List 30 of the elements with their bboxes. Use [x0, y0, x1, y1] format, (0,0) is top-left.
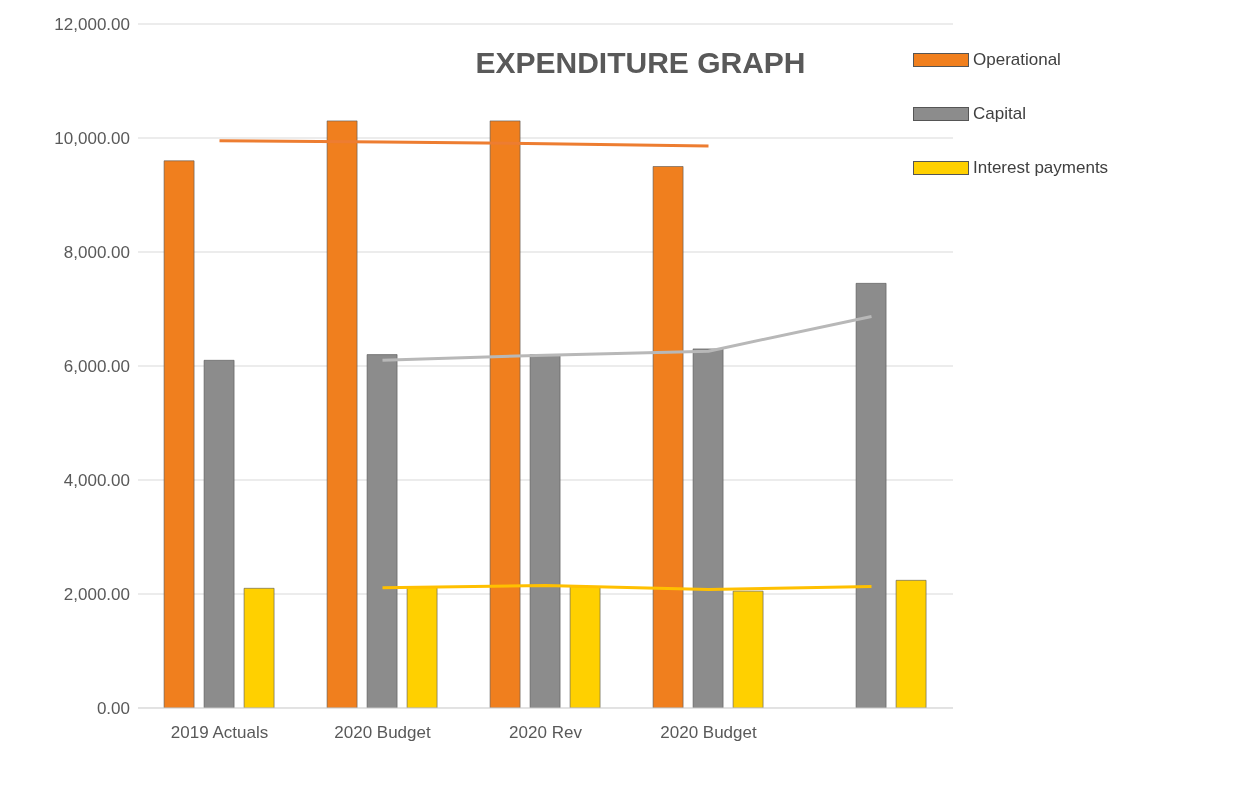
y-tick-label: 12,000.00 — [54, 15, 130, 35]
bar — [855, 283, 887, 708]
bar — [326, 120, 358, 708]
x-tick-label: 2019 Actuals — [170, 723, 269, 743]
y-tick-label: 6,000.00 — [63, 357, 130, 377]
bar — [529, 354, 561, 708]
bar — [569, 586, 601, 708]
bar — [243, 588, 275, 708]
x-tick-label: 2020 Budget — [660, 723, 757, 743]
y-tick-label: 4,000.00 — [63, 471, 130, 491]
bar — [366, 354, 398, 708]
legend-label: Capital — [973, 104, 1026, 124]
y-tick-label: 2,000.00 — [63, 585, 130, 605]
bar — [203, 360, 235, 708]
text: EXPENDITURE GRAPH — [475, 46, 806, 79]
bar — [489, 120, 521, 708]
bar — [692, 348, 724, 708]
y-tick-label: 10,000.00 — [54, 129, 130, 149]
legend-label: Operational — [973, 50, 1061, 70]
bar — [406, 586, 438, 708]
bar — [732, 590, 764, 708]
x-tick-label: 2020 Rev — [509, 723, 583, 743]
bar — [652, 166, 684, 708]
y-tick-label: 8,000.00 — [63, 243, 130, 263]
x-tick-label: 2020 Budget — [334, 723, 431, 743]
y-tick-label: 0.00 — [96, 699, 130, 719]
bar — [163, 160, 195, 708]
legend-label: Interest payments — [973, 158, 1109, 178]
line-series — [381, 314, 873, 362]
bar — [895, 580, 927, 708]
